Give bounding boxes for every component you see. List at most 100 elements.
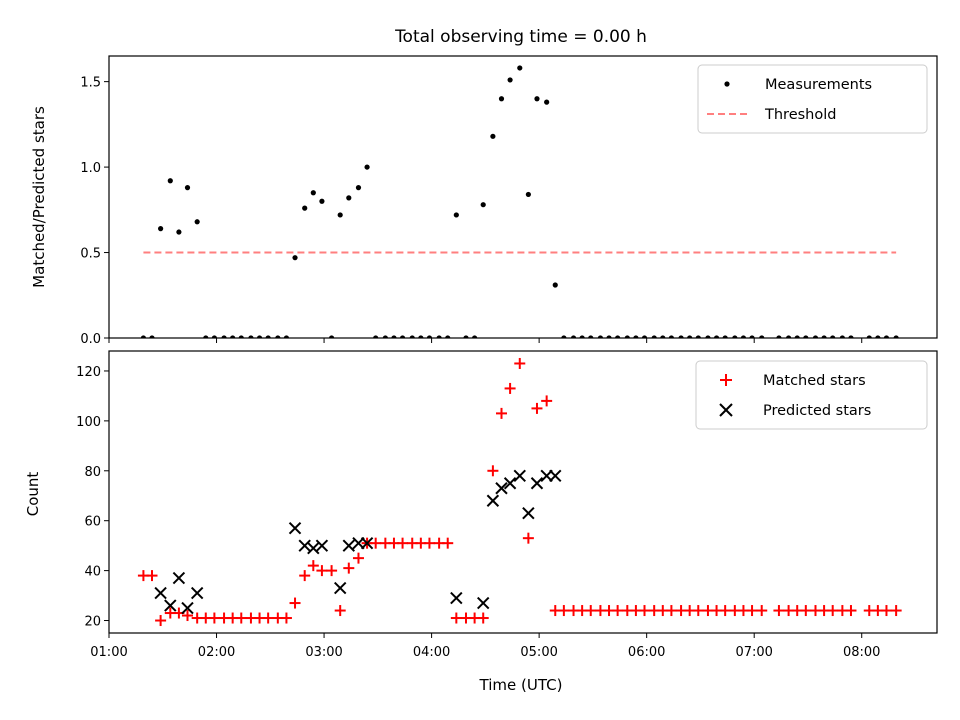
measurement-point	[579, 335, 585, 338]
matched-point	[450, 612, 462, 624]
predicted-point	[333, 581, 347, 595]
measurement-point	[722, 335, 728, 338]
legend-matched-label: Matched stars	[763, 373, 866, 389]
top-legend-box	[697, 64, 928, 134]
measurement-point	[570, 335, 577, 338]
matched-point	[692, 605, 704, 617]
bottom-legend-box	[695, 360, 928, 430]
measurement-point	[149, 335, 155, 338]
measurement-point	[660, 335, 666, 338]
predicted-point	[522, 507, 535, 520]
measurement-point	[668, 335, 674, 338]
measurement-point	[167, 178, 173, 184]
measurement-point	[732, 335, 738, 338]
legend-matched-marker	[720, 374, 732, 386]
predicted-point	[513, 469, 526, 482]
predicted-point	[549, 469, 562, 482]
bottom-x-ticks: 01:00 02:00 03:00 04:00 05:00 06:00 07:00 08:00	[90, 633, 880, 660]
measurement-point	[740, 335, 747, 338]
series-group	[140, 65, 899, 338]
measurement-point	[848, 335, 854, 338]
measurement-point	[866, 335, 872, 338]
matched-point	[719, 605, 731, 617]
measurement-point	[588, 335, 594, 338]
predicted-point	[450, 591, 463, 605]
matched-point	[665, 605, 677, 617]
measurement-point	[453, 212, 459, 218]
matched-point	[262, 612, 274, 624]
y-tick-label: 0.5	[80, 247, 101, 262]
matched-point	[334, 605, 346, 617]
predicted-point	[503, 477, 517, 490]
measurement-point	[812, 335, 819, 338]
bottom-legend: Matched stars Predicted stars	[695, 360, 928, 430]
matched-point	[487, 465, 499, 477]
matched-point	[845, 605, 857, 617]
matched-point	[531, 402, 543, 414]
measurement-point	[211, 335, 217, 338]
y-tick-label: 20	[84, 615, 101, 630]
matched-point	[585, 605, 597, 617]
matched-point	[522, 532, 534, 544]
measurement-point	[409, 335, 415, 338]
measurement-point	[265, 335, 271, 338]
predicted-point	[486, 494, 500, 507]
matched-point	[307, 560, 319, 572]
legend-measurements-marker	[724, 81, 730, 87]
measurement-point	[651, 335, 657, 338]
measurement-point	[436, 335, 442, 338]
predicted-point	[172, 571, 186, 585]
matched-point	[299, 570, 311, 582]
y-tick-label: 1.0	[80, 161, 101, 176]
predicted-point	[164, 599, 177, 612]
matched-point	[370, 537, 382, 549]
measurement-point	[705, 335, 711, 338]
measurement-point	[561, 335, 567, 338]
measurement-point	[517, 65, 523, 71]
measurement-point	[839, 335, 845, 338]
measurement-point	[364, 164, 370, 170]
measurement-point	[776, 335, 782, 338]
measurement-point	[597, 335, 604, 338]
legend-predicted-label: Predicted stars	[763, 403, 871, 419]
measurement-point	[184, 185, 191, 191]
measurement-point	[328, 335, 335, 338]
bottom-plot-area	[137, 357, 902, 627]
measurement-point	[194, 219, 200, 225]
x-tick-label: 02:00	[198, 645, 235, 660]
matched-point	[235, 612, 247, 624]
matched-point	[146, 570, 158, 582]
y-tick-label: 80	[84, 465, 101, 480]
measurement-point	[490, 133, 496, 139]
matched-point	[756, 605, 768, 617]
top-axes-frame	[108, 55, 938, 339]
measurement-point	[373, 335, 379, 338]
measurement-point	[633, 335, 639, 338]
predicted-point	[298, 539, 311, 552]
matched-point	[208, 612, 220, 624]
matched-point	[880, 605, 892, 617]
matched-point	[558, 605, 570, 617]
measurement-point	[695, 335, 701, 338]
matched-point	[477, 612, 489, 624]
x-axis-label: Time (UTC)	[479, 676, 563, 694]
measurement-point	[292, 255, 298, 261]
matched-point	[343, 562, 355, 574]
measurement-point	[641, 335, 648, 338]
measurement-point	[302, 205, 308, 211]
top-legend: Measurements Threshold	[697, 64, 928, 134]
matched-point	[890, 605, 902, 617]
matched-point	[504, 382, 516, 394]
matched-point	[612, 605, 624, 617]
measurement-point	[176, 229, 182, 235]
matched-point	[397, 537, 409, 549]
measurement-point	[830, 335, 836, 338]
matched-point	[423, 537, 435, 549]
measurement-point	[472, 335, 478, 338]
measurement-point	[803, 335, 809, 338]
measurement-point	[615, 335, 621, 338]
y-tick-label: 0.0	[80, 332, 101, 347]
matched-point	[746, 605, 758, 617]
measurement-point	[418, 335, 424, 338]
bottom-y-ticks: 20 40 60 80 100 120	[76, 365, 109, 630]
